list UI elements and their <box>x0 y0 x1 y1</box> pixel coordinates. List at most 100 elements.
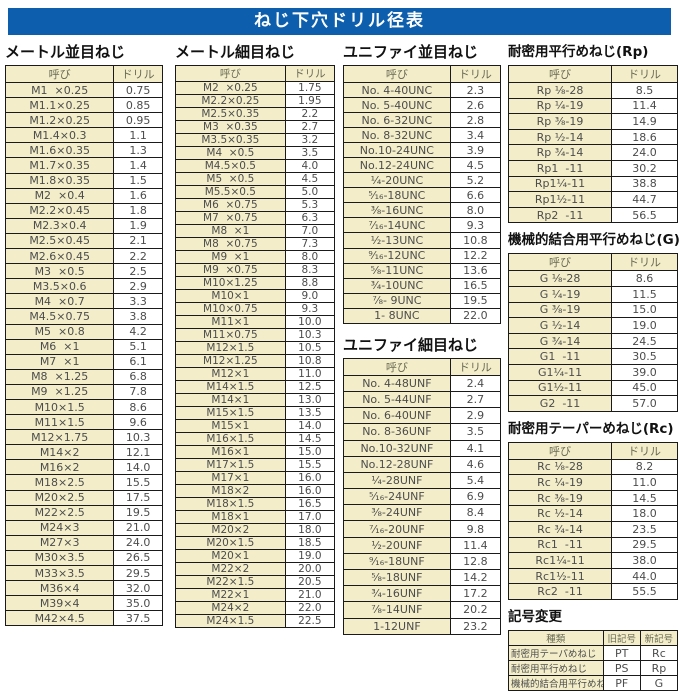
drill-value-cell: 8.5 <box>611 82 678 99</box>
table-row: M2.5×0.35 2.2 <box>175 107 336 121</box>
thread-size-cell: M11×1 <box>175 315 286 329</box>
thread-size-cell: ⁹⁄₁₆-12UNC <box>343 247 451 264</box>
drill-value-cell: 2.3 <box>449 81 502 99</box>
table-metric_fine: 呼び ドリル M2 ×0.25 1.75 M2.2×0.25 1.95 M2.5×0.35 2… <box>175 65 336 628</box>
thread-size-cell: M5 ×0.5 <box>175 172 286 186</box>
thread-size-cell: M15×1 <box>175 419 286 433</box>
drill-value-cell: 4.6 <box>449 455 502 473</box>
column-unified: ユニファイ並目ねじ 呼び ドリル No. 4-40UNC 2.3 No. 5-40UNC 2… <box>343 44 502 635</box>
thread-size-cell: M18×1 <box>175 510 286 524</box>
drill-value-cell: 3.3 <box>113 293 163 310</box>
thread-size-cell: M16×1 <box>175 445 286 459</box>
thread-size-cell: ⁵⁄₈-11UNC <box>343 262 451 279</box>
thread-size-cell: M10×1.25 <box>175 276 286 290</box>
thread-size-cell: G1¹⁄₂-11 <box>507 379 613 397</box>
table-row: M1 ×0.25 0.75 <box>4 81 163 99</box>
thread-size-cell: No. 5-40UNC <box>343 97 451 114</box>
thread-size-cell: M12×1.75 <box>4 429 115 446</box>
table-row: 耐密用テーパめねじ PT Rc <box>508 645 679 662</box>
drill-value-cell: 7.0 <box>284 224 336 238</box>
thread-size-cell: M4 ×0.5 <box>175 146 286 160</box>
drill-value-cell: 15.5 <box>284 458 336 472</box>
table-row: M4 ×0.7 3.3 <box>4 293 163 310</box>
drill-value-cell: 18.0 <box>611 505 678 523</box>
thread-size-cell: M2.5×0.45 <box>4 232 115 250</box>
thread-size-cell: 1- 8UNC <box>343 307 451 324</box>
table-row: M1.8×0.35 1.5 <box>4 172 163 189</box>
thread-size-cell: No.10-32UNF <box>343 439 451 457</box>
column-header: ドリル <box>284 65 336 82</box>
thread-size-cell: M22×1.5 <box>175 575 286 589</box>
drill-value-cell: 30.2 <box>611 159 678 177</box>
thread-size-cell: M17×1 <box>175 471 286 485</box>
g-table-block: 機械的結合用平行めねじ(G) 呼び ドリル G ¹⁄₈-28 8.6 G ¹⁄₄-19 11… <box>507 232 679 412</box>
thread-size-cell: M4 ×0.7 <box>4 293 115 310</box>
table-row: M5 ×0.5 4.5 <box>175 172 336 186</box>
thread-size-cell: 機械的結合用平行めねじ <box>508 675 604 691</box>
column-metric-fine: メートル細目ねじ 呼び ドリル M2 ×0.25 1.75 M2.2×0.25 1.95 M2… <box>175 44 336 628</box>
thread-size-cell: M9 ×0.75 <box>175 263 286 277</box>
column-header: 新記号 <box>639 630 679 647</box>
drill-value-cell: 11.0 <box>284 367 336 381</box>
drill-value-cell: 4.1 <box>449 439 502 457</box>
thread-size-cell: ⁹⁄₁₆-18UNF <box>343 552 451 571</box>
drill-value-cell: 0.85 <box>113 97 163 114</box>
drill-value-cell: 26.5 <box>113 549 163 567</box>
table-columns: メートル並目ねじ 呼び ドリル M1 ×0.25 0.75 M1.1×0.25 0.85 M1… <box>0 44 679 691</box>
drill-value-cell: 15.0 <box>611 301 678 319</box>
thread-size-cell: M1.8×0.35 <box>4 172 115 189</box>
thread-size-cell: ⁷⁄₈-14UNF <box>343 601 451 619</box>
table-row: M17×1.5 15.5 <box>175 458 336 472</box>
drill-value-cell: 4.5 <box>284 172 336 186</box>
table-row: G ¹⁄₈-28 8.6 <box>507 270 678 287</box>
table-heading-rc: 耐密用テーパーめねじ(Rc) <box>508 420 674 437</box>
table-row: Rp ¹⁄₂-14 18.6 <box>507 128 678 146</box>
drill-value-cell: 45.0 <box>611 379 678 397</box>
table-row: ¹⁄₂-13UNC 10.8 <box>343 232 502 249</box>
drill-value-cell: 19.0 <box>284 549 336 563</box>
thread-size-cell: Rc ³⁄₈-19 <box>507 489 613 507</box>
thread-size-cell: M1 ×0.25 <box>4 81 115 99</box>
column-pipe-threads: 耐密用平行めねじ(Rp) 呼び ドリル Rp ¹⁄₈-28 8.5 Rp ¹⁄₄-19 11… <box>507 44 679 691</box>
table-row: ¹⁄₂-20UNF 11.4 <box>343 536 502 554</box>
column-header: 呼び <box>507 65 613 83</box>
drill-value-cell: 7.8 <box>113 383 163 400</box>
page: ねじ下穴ドリル径表 メートル並目ねじ 呼び ドリル M1 ×0.25 0.75 M1.1×… <box>0 8 679 691</box>
thread-size-cell: Rp1¹⁄₄-11 <box>507 175 613 193</box>
thread-size-cell: Rc1¹⁄₂-11 <box>507 567 613 585</box>
table-row: No. 8-36UNF 3.5 <box>343 423 502 441</box>
drill-value-cell: 55.5 <box>611 583 678 601</box>
table-row: M4 ×0.5 3.5 <box>175 146 336 160</box>
table-metric_coarse: 呼び ドリル M1 ×0.25 0.75 M1.1×0.25 0.85 M1.2×0.25 0… <box>4 65 163 627</box>
thread-size-cell: M9 ×1.25 <box>4 383 115 400</box>
thread-size-cell: M1.1×0.25 <box>4 97 115 114</box>
drill-value-cell: 13.6 <box>449 262 502 279</box>
thread-size-cell: ⁷⁄₁₆-20UNF <box>343 520 451 538</box>
drill-value-cell: 4.5 <box>449 157 502 174</box>
table-row: ⁷⁄₈-14UNF 20.2 <box>343 601 502 619</box>
table-row: M9 ×1.25 7.8 <box>4 383 163 400</box>
drill-value-cell: 56.5 <box>611 206 678 224</box>
thread-size-cell: M5.5×0.5 <box>175 185 286 199</box>
thread-size-cell: Rp ¹⁄₄-19 <box>507 97 613 115</box>
thread-size-cell: M22×2 <box>175 562 286 576</box>
table-g: 呼び ドリル G ¹⁄₈-28 8.6 G ¹⁄₄-19 11.5 G ³⁄₈-19 15.0… <box>507 253 678 412</box>
thread-size-cell: ⁵⁄₁₆-18UNC <box>343 187 451 204</box>
table-row: M20×2.5 17.5 <box>4 489 163 506</box>
drill-value-cell: 4.0 <box>284 159 336 173</box>
drill-value-cell: 19.0 <box>611 317 678 334</box>
thread-size-cell: ⁷⁄₈- 9UNC <box>343 292 451 309</box>
table-heading-unified_fine: ユニファイ細目ねじ <box>343 335 479 354</box>
drill-value-cell: 10.0 <box>284 315 336 329</box>
drill-value-cell: 7.3 <box>284 237 336 251</box>
thread-size-cell: M9 ×1 <box>175 250 286 264</box>
table-row: M2.5×0.45 2.1 <box>4 232 163 250</box>
thread-size-cell: M20×1.5 <box>175 536 286 550</box>
table-row: ³⁄₄-10UNC 16.5 <box>343 277 502 294</box>
drill-value-cell: 5.0 <box>284 185 336 199</box>
drill-value-cell: 0.75 <box>113 81 163 99</box>
drill-value-cell: 1.6 <box>113 187 163 204</box>
table-row: Rp ¹⁄₈-28 8.5 <box>507 82 678 99</box>
drill-value-cell: 8.0 <box>284 250 336 264</box>
table-row: M1.1×0.25 0.85 <box>4 97 163 114</box>
